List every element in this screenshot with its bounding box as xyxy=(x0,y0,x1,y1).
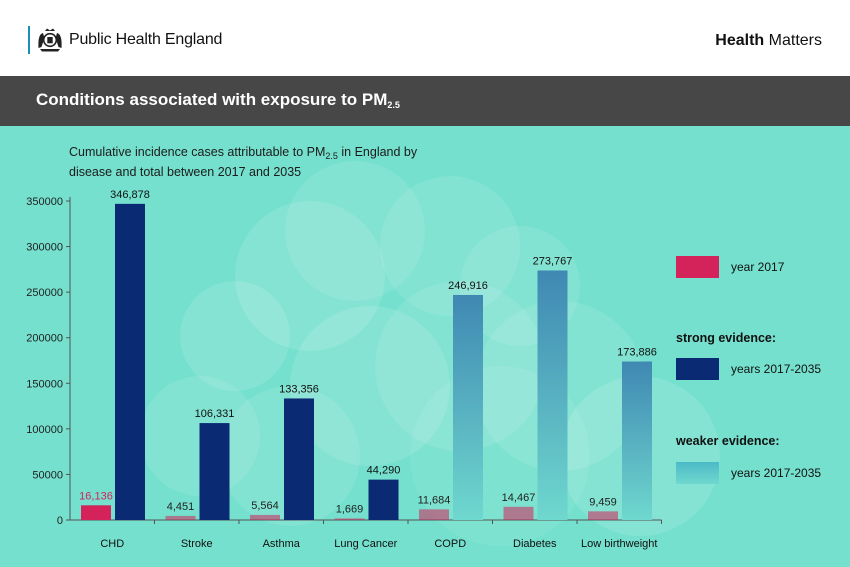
y-tick-label: 350000 xyxy=(26,196,63,208)
org-name: Public Health England xyxy=(69,31,223,48)
y-tick-label: 300000 xyxy=(26,242,63,254)
legend-item-year-2017: year 2017 xyxy=(676,256,784,278)
brand-light: Matters xyxy=(768,32,822,49)
data-label-2017: 14,467 xyxy=(502,492,536,504)
bar-2017-copd xyxy=(419,509,449,520)
bar-total-copd xyxy=(453,294,483,520)
org-logo[interactable]: Public Health England xyxy=(28,26,222,54)
chart-title-line2: disease and total between 2017 and 2035 xyxy=(69,165,302,179)
bar-2017-lung-cancer xyxy=(334,518,365,520)
legend-swatch-strong xyxy=(676,358,719,380)
legend-heading-weaker: weaker evidence: xyxy=(676,434,780,448)
legend-swatch-year-2017 xyxy=(676,256,719,278)
legend-item-strong: years 2017-2035 xyxy=(676,358,821,380)
brand-bold: Health xyxy=(715,32,765,49)
title-subscript: 2.5 xyxy=(387,100,400,110)
data-label-2017: 16,136 xyxy=(79,490,113,502)
legend-label-weaker: years 2017-2035 xyxy=(731,466,822,480)
x-category-label: COPD xyxy=(434,538,466,550)
bar-2017-chd xyxy=(81,505,111,520)
legend-heading-strong: strong evidence: xyxy=(676,331,777,345)
data-label-total: 106,331 xyxy=(195,408,235,420)
data-label-2017: 9,459 xyxy=(589,496,617,508)
data-label-total: 44,290 xyxy=(367,465,401,477)
bar-2017-diabetes xyxy=(503,506,534,520)
title-text: Conditions associated with exposure to P… xyxy=(36,90,388,109)
bar-total-lung-cancer xyxy=(368,479,399,520)
bar-2017-low-birthweight xyxy=(588,511,618,520)
legend-label-year-2017: year 2017 xyxy=(731,260,785,274)
data-label-total: 346,878 xyxy=(110,189,150,201)
data-label-total: 246,916 xyxy=(448,280,488,292)
data-label-2017: 4,451 xyxy=(167,501,195,513)
page-title: Conditions associated with exposure to P… xyxy=(36,90,400,110)
header-bar: Public Health England Health Matters xyxy=(0,0,850,76)
legend-item-weaker: years 2017-2035 xyxy=(676,462,821,484)
bar-total-chd xyxy=(115,203,145,521)
y-tick-label: 250000 xyxy=(26,287,63,299)
x-category-label: Lung Cancer xyxy=(334,538,397,550)
y-tick-label: 100000 xyxy=(26,424,63,436)
title-banner: Conditions associated with exposure to P… xyxy=(0,76,850,126)
x-category-label: Diabetes xyxy=(513,538,557,550)
x-category-label: CHD xyxy=(100,538,124,550)
chart-title-subscript: 2.5 xyxy=(325,151,338,161)
bar-2017-asthma xyxy=(250,514,280,520)
chart-title-line1-end: in England by xyxy=(337,145,418,159)
y-tick-label: 150000 xyxy=(26,378,63,390)
x-category-label: Low birthweight xyxy=(581,538,657,550)
y-tick-label: 50000 xyxy=(32,469,63,481)
data-label-2017: 5,564 xyxy=(251,500,279,512)
chart-title: Cumulative incidence cases attributable … xyxy=(69,144,449,180)
x-category-label: Asthma xyxy=(263,538,301,550)
bar-total-low-birthweight xyxy=(622,361,652,520)
data-label-total: 173,886 xyxy=(617,347,657,359)
data-label-total: 273,767 xyxy=(533,255,573,267)
y-tick-label: 0 xyxy=(57,515,63,527)
legend-label-strong: years 2017-2035 xyxy=(731,362,822,376)
x-category-label: Stroke xyxy=(181,538,213,550)
y-tick-label: 200000 xyxy=(26,333,63,345)
data-label-total: 133,356 xyxy=(279,383,319,395)
bar-total-stroke xyxy=(199,423,230,520)
legend-swatch-weaker xyxy=(676,462,719,484)
bar-total-diabetes xyxy=(537,270,568,520)
data-label-2017: 1,669 xyxy=(336,503,364,515)
brand-title: Health Matters xyxy=(715,32,822,50)
royal-crest-icon xyxy=(38,28,62,52)
data-label-2017: 11,684 xyxy=(418,494,451,506)
bar-total-asthma xyxy=(284,398,314,520)
bar-2017-stroke xyxy=(165,515,196,520)
chart-title-line1: Cumulative incidence cases attributable … xyxy=(69,145,326,159)
